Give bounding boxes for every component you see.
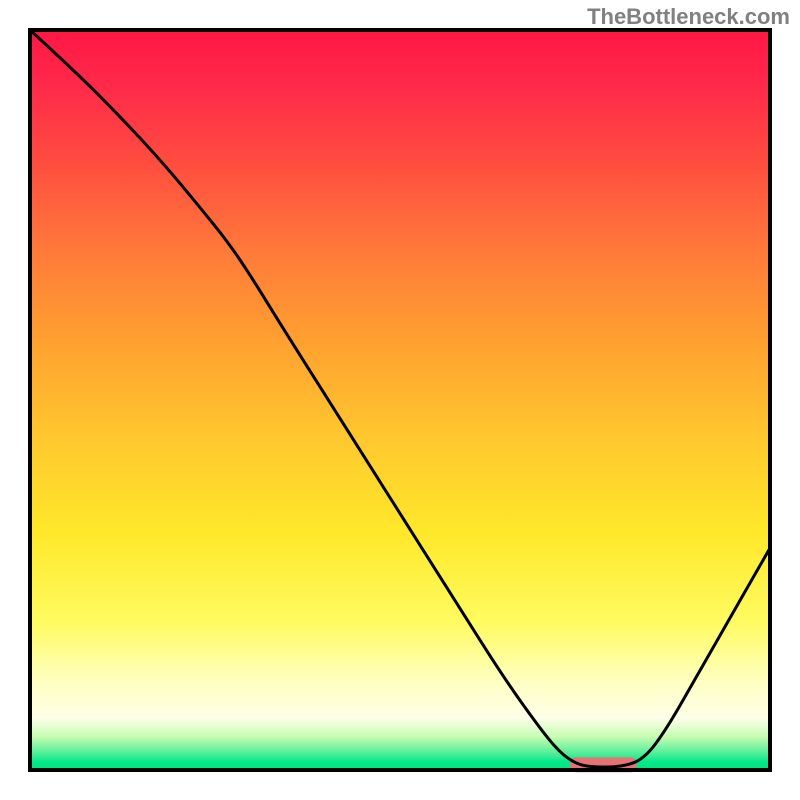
chart-svg — [0, 0, 800, 800]
chart-container: TheBottleneck.com — [0, 0, 800, 800]
watermark-label: TheBottleneck.com — [587, 4, 790, 30]
